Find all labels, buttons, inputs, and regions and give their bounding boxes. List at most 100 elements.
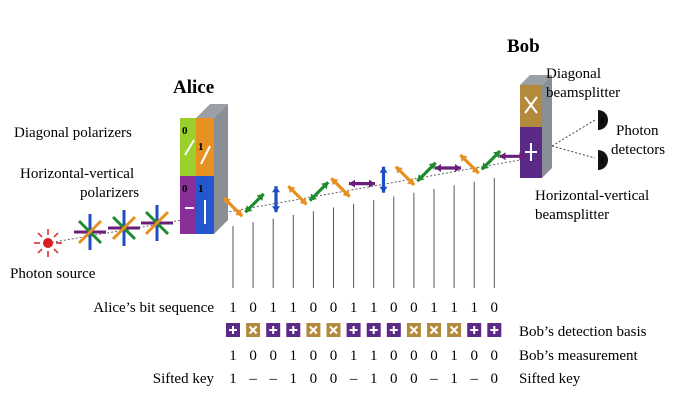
- bob-measurement-bit: 0: [249, 348, 257, 364]
- alice-bit: 0: [310, 300, 318, 316]
- sifted-key-bit: –: [349, 371, 358, 387]
- source-photon-burst: [108, 210, 140, 246]
- photon-source-label: Photon source: [10, 266, 96, 282]
- detector-1-bit: 1: [600, 156, 605, 166]
- alice-bit: 1: [290, 300, 298, 316]
- diagonal-beamsplitter-label-line1: Diagonal: [546, 66, 601, 82]
- sifted-key-bit: 0: [310, 371, 318, 387]
- photon-diag-right: [287, 184, 308, 206]
- sifted-key-bit: 1: [290, 371, 298, 387]
- source-photon-burst: [74, 214, 106, 250]
- photon-vertical: [379, 166, 388, 193]
- bob-measurement-bit: 0: [330, 348, 338, 364]
- photon-horizontal: [349, 179, 375, 188]
- diagonal-basis-icon: [427, 323, 441, 337]
- diagonal-beamsplitter-label-line2: beamsplitter: [546, 85, 620, 101]
- alice-bit: 1: [470, 300, 478, 316]
- photon-diag-left: [308, 181, 330, 202]
- diagonal-basis-icon: [326, 323, 341, 337]
- bob-measurement-bit: 0: [269, 348, 277, 364]
- alice-bit: 0: [491, 300, 499, 316]
- bob-measurement-bit: 1: [450, 348, 458, 364]
- photon-horizontal: [435, 164, 461, 172]
- alice-bit: 1: [229, 300, 237, 316]
- sifted-key-row: 1– –1 0 0–1 0 0–1–0: [229, 371, 498, 387]
- diagonal-polarizers-label: Diagonal polarizers: [14, 125, 132, 141]
- alice-bit: 0: [249, 300, 257, 316]
- sifted-key-bit: 0: [491, 371, 499, 387]
- photon-vertical: [272, 186, 280, 213]
- photon-diag-right: [222, 196, 244, 218]
- sifted-key-bit: 1: [229, 371, 237, 387]
- photons-layer: [222, 149, 526, 218]
- photon-detectors-label-line2: detectors: [611, 142, 665, 158]
- alice-bit: 0: [410, 300, 418, 316]
- hv-beamsplitter-label-line2: beamsplitter: [535, 207, 609, 223]
- alice-label: Alice: [173, 77, 214, 98]
- photon-diag-left: [244, 192, 265, 214]
- sifted-key-bit: 0: [410, 371, 418, 387]
- diag-polarizer-bit-0: 0: [182, 125, 188, 137]
- photon-detector-1-icon: 1: [598, 150, 608, 170]
- bob-label: Bob: [507, 36, 540, 57]
- bob-detection-basis-row: [226, 323, 502, 337]
- photon-horizontal: [499, 152, 526, 161]
- hv-basis-icon: [467, 323, 482, 337]
- hv-polarizers-label-line2: polarizers: [80, 185, 139, 201]
- photon-diag-left: [416, 161, 437, 183]
- bob-measurement-bit: 1: [350, 348, 358, 364]
- bob-detection-basis-label: Bob’s detection basis: [519, 324, 647, 340]
- sifted-key-bit: 1: [370, 371, 378, 387]
- sifted-key-right-label: Sifted key: [519, 371, 581, 387]
- bob-measurement-bit: 1: [290, 348, 298, 364]
- diagonal-basis-icon: [246, 323, 261, 337]
- sifted-key-bit: –: [469, 371, 478, 387]
- hv-polarizer-bit-0: 0: [182, 183, 188, 195]
- hv-basis-icon: [366, 323, 381, 337]
- hv-basis-icon: [266, 323, 281, 337]
- alice-bit-sequence-label: Alice’s bit sequence: [93, 300, 214, 316]
- bob-measurement-bit: 1: [370, 348, 378, 364]
- bob-measurement-label: Bob’s measurement: [519, 348, 639, 364]
- sifted-key-bit: 0: [330, 371, 338, 387]
- hv-basis-icon: [286, 323, 301, 337]
- detector-0-bit: 0: [600, 116, 605, 126]
- diagonal-basis-icon: [306, 323, 321, 337]
- hv-basis-icon: [487, 323, 502, 337]
- photon-detectors-label-line1: Photon: [616, 123, 659, 139]
- photon-diag-right: [394, 165, 416, 187]
- hv-basis-icon: [226, 323, 240, 337]
- bob-measurement-bit: 0: [491, 348, 499, 364]
- sifted-key-bit: –: [268, 371, 277, 387]
- diagonal-basis-icon: [447, 323, 462, 337]
- bob-measurement-bit: 0: [310, 348, 318, 364]
- sifted-key-bit: 0: [390, 371, 398, 387]
- alice-bit: 1: [269, 300, 277, 316]
- hv-basis-icon: [346, 323, 361, 337]
- photon-diag-left: [480, 149, 502, 171]
- photon-source-icon: [34, 229, 62, 257]
- hv-basis-icon: [386, 323, 401, 337]
- sifted-key-bit: –: [248, 371, 257, 387]
- photon-diag-right: [330, 177, 351, 198]
- bob-measurement-bit: 0: [430, 348, 438, 364]
- bob-measurement-bit: 0: [410, 348, 418, 364]
- alice-polarizer-cube: 0 1 0 1: [180, 104, 228, 234]
- diag-polarizer-bit-1: 1: [198, 141, 204, 153]
- photon-detector-0-icon: 0: [598, 110, 608, 130]
- hv-polarizer-bit-1: 1: [198, 183, 204, 195]
- hv-polarizers-label-line1: Horizontal-vertical: [20, 166, 134, 182]
- sifted-key-bit: –: [429, 371, 438, 387]
- bob-beamsplitter-cube: [520, 75, 552, 178]
- sifted-key-left-label: Sifted key: [153, 371, 215, 387]
- bob-measurement-bit: 1: [229, 348, 237, 364]
- diagonal-basis-icon: [406, 323, 421, 337]
- source-photon-burst: [141, 205, 173, 241]
- alice-bit: 1: [370, 300, 378, 316]
- bob-measurement-bit: 0: [470, 348, 478, 364]
- alice-bit: 1: [430, 300, 438, 316]
